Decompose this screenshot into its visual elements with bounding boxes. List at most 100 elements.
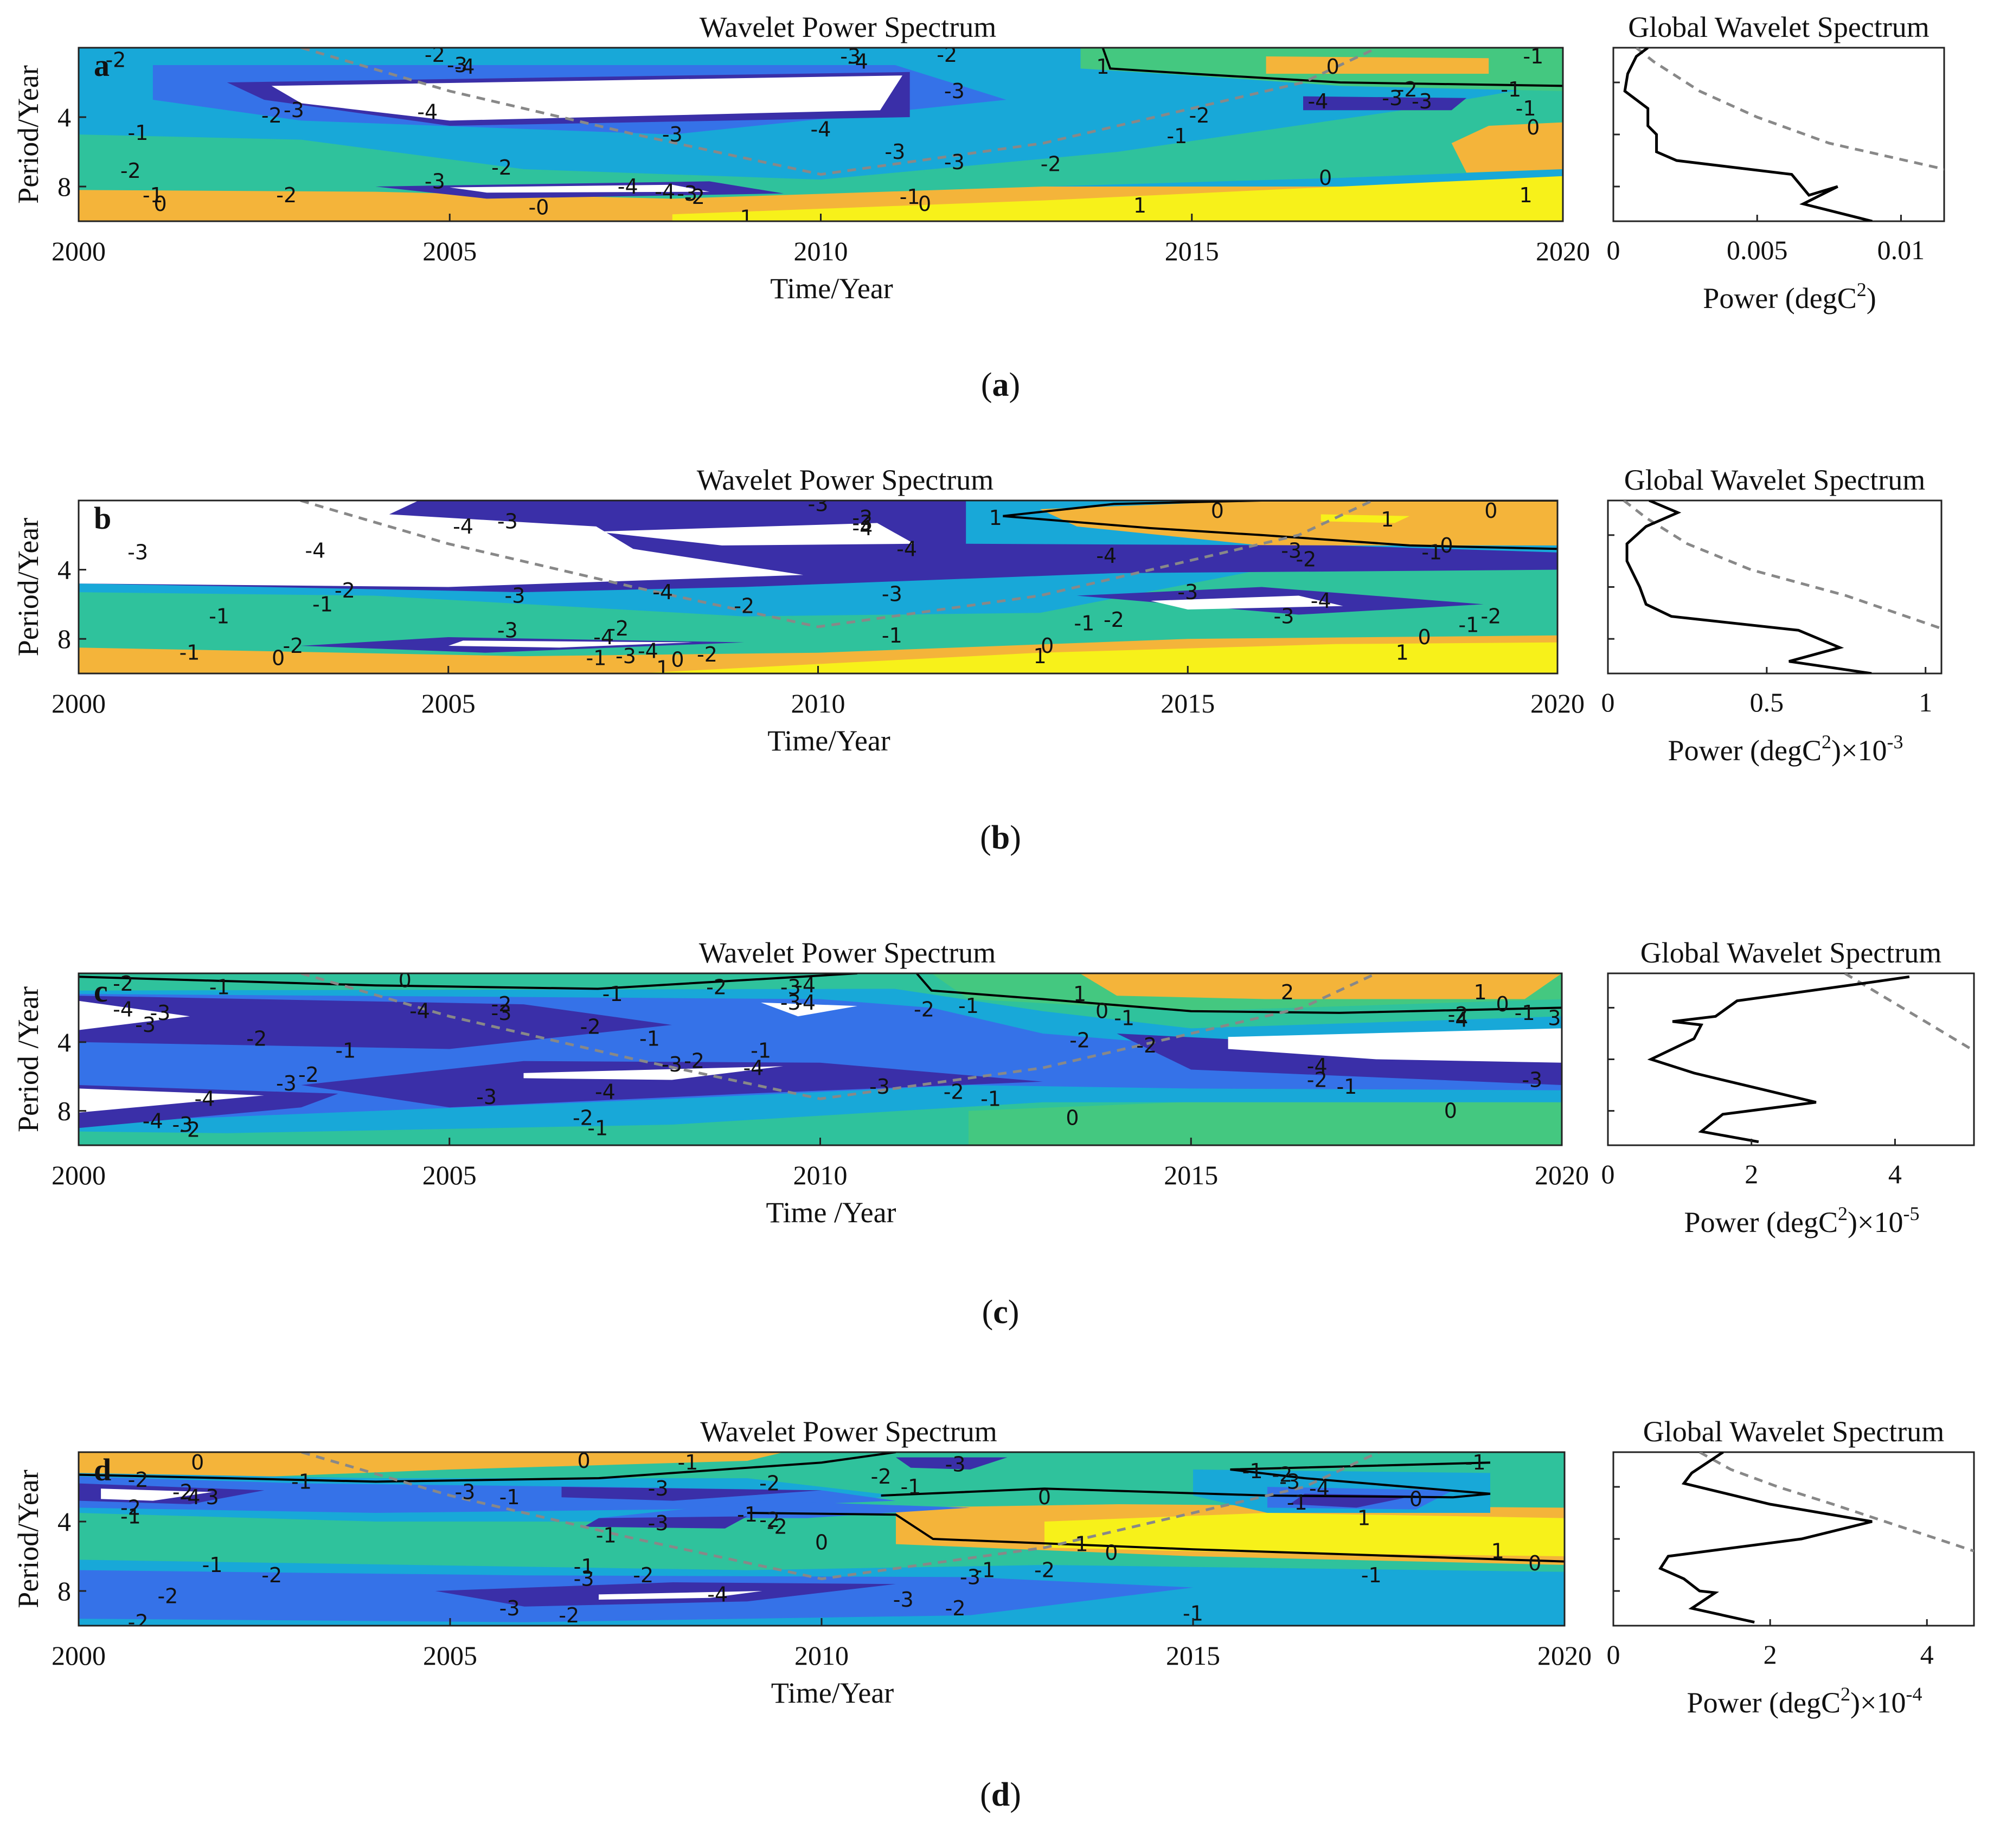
contour-label: -4 — [453, 515, 473, 538]
contour-label: 0 — [1095, 999, 1108, 1023]
contour-label: -3 — [616, 644, 636, 668]
panel-b: -3-2-3-4-4 -3 1 0 1 0-4 -4 -3-20-1-3 -4-2-1 -3 -4-… — [12, 464, 1943, 856]
power-region-band_m4 — [596, 523, 914, 546]
contour-label: -1 — [143, 183, 163, 207]
x-tick-label: 2000 — [52, 688, 106, 718]
contour-label: -2 — [1272, 1463, 1292, 1487]
contour-label: -1 — [975, 1558, 995, 1582]
contour-label: -4 — [593, 625, 614, 649]
x-tick-label: 2020 — [1530, 688, 1585, 718]
contour-label: -4 — [655, 180, 675, 204]
caption-close-paren: ) — [1009, 367, 1021, 403]
x-tick-label: 2015 — [1161, 688, 1215, 718]
contour-label: -3 — [497, 509, 518, 533]
contour-label: -3 — [945, 1452, 966, 1476]
contour-label: -3 — [648, 1511, 669, 1535]
gws-significance-line — [1623, 501, 1941, 630]
contour-label: -1 — [639, 1026, 660, 1050]
y-tick-label: 4 — [57, 555, 71, 585]
contour-label: -2 — [573, 1106, 593, 1130]
wps-plot-area: 0 0 -1 -3-2 -1-4 3-2-2-1-1 -3 -2 -2 -1 0-1 -2-3 -4-1… — [79, 1451, 1565, 1626]
power-region-band_3 — [672, 176, 1563, 221]
power-region-band_m2 — [599, 1500, 970, 1518]
contour-label: -1 — [1523, 44, 1543, 68]
contour-label: -3 — [1522, 1068, 1542, 1092]
gws-x-tick-label: 0.01 — [1877, 235, 1925, 265]
contour-label: -1 — [1465, 1451, 1486, 1474]
power-region-band_1 — [969, 1099, 1562, 1145]
contour-label: -1 — [202, 1553, 223, 1577]
contour-label: 0 — [1484, 499, 1497, 523]
contour-label: 1 — [740, 206, 753, 230]
contour-label: 0 — [1440, 534, 1453, 557]
contour-label: -3 — [882, 582, 902, 606]
cone-of-influence — [301, 1452, 1380, 1581]
panel-caption: (c) — [982, 1294, 1020, 1331]
contour-label: -2 — [1296, 547, 1316, 571]
contour-label: -3 — [1177, 580, 1198, 604]
contour-label: -1 — [128, 121, 149, 145]
contour-label: -1 — [1361, 1563, 1382, 1587]
contour-label: -0 — [529, 195, 549, 219]
wps-y-axis-label: Period /Year — [12, 986, 44, 1132]
contour-label: -2 — [937, 43, 957, 67]
contour-label: 0 — [1041, 634, 1054, 658]
contour-label: -1 — [499, 1485, 520, 1509]
gws-x-axis-label: Power (degC2)×10-5 — [1684, 1203, 1920, 1239]
contour-label: -2 — [1034, 1558, 1055, 1582]
gws-x-axis-label-part: ) — [1848, 1206, 1857, 1239]
contour-label: -3 — [944, 150, 965, 174]
power-region-band_m4 — [79, 501, 804, 587]
y-tick-label: 8 — [57, 171, 71, 202]
contour-label: 0 — [815, 1530, 828, 1554]
contour-label: -1 — [586, 646, 607, 670]
significance-contour — [79, 1452, 896, 1483]
gws-x-axis-label-part: 2 — [1838, 1203, 1848, 1224]
contour-label: -1 — [1515, 1001, 1535, 1025]
gws-title: Global Wavelet Spectrum — [1640, 936, 1942, 969]
power-region-band_2 — [1266, 56, 1489, 74]
gws-significance-line — [1698, 1452, 1974, 1552]
power-region-band_2 — [1080, 973, 1562, 999]
gws-power-line — [1647, 975, 1910, 1144]
wps-plot-area: -3-2-3-4-4 -3 1 0 1 0-4 -4 -3-20-1-3 -4-2-1 -3 -4-… — [79, 499, 1557, 673]
power-region-band_m4 — [523, 1066, 784, 1080]
contour-label: -1 — [335, 1039, 356, 1063]
wps-plot-area: -2 -2 -3-4 -3-4 -21 0 -1-3 -1-2 -3 -4 -2-4 -3-2-3 -1… — [79, 43, 1563, 230]
x-tick-label: 2000 — [52, 236, 106, 266]
panel-caption: (a) — [981, 367, 1020, 403]
contour-label: -2 — [105, 48, 126, 72]
contour-label: -3 — [1382, 86, 1402, 110]
contour-label: -4 — [409, 999, 430, 1023]
panel-c: -2 -1 0-1 -2 -3-4-3-4 -2 -11 2 10 -1 3-2-40 -1-2 -2-… — [12, 936, 1975, 1331]
contour-label: 1 — [1473, 980, 1486, 1004]
contour-label: -2 — [914, 998, 934, 1022]
contour-label: 0 — [1105, 1541, 1118, 1565]
contour-label: -1 — [1114, 1006, 1134, 1030]
gws-significance-line — [1844, 973, 1974, 1052]
contour-label: -1 — [596, 1524, 617, 1548]
contour-label: -3 — [944, 79, 965, 103]
x-tick-label: 2010 — [794, 1640, 849, 1671]
contour-label: 3 — [206, 1485, 219, 1509]
contour-label: 0 — [1409, 1487, 1422, 1511]
gws-significance-line — [1635, 48, 1944, 171]
gws-x-axis-label-part: 2 — [1822, 731, 1831, 753]
contour-label: -1 — [1458, 613, 1479, 637]
power-region-band_m2 — [79, 1476, 896, 1513]
caption-close-paren: ) — [1008, 1294, 1020, 1331]
gws-x-tick-label: 4 — [1888, 1159, 1902, 1189]
contour-label: 0 — [153, 192, 166, 216]
contour-label: 0 — [1418, 625, 1431, 649]
contour-label: -3 — [1281, 539, 1302, 563]
contour-label: -3 — [840, 44, 861, 68]
contour-label: -4 — [305, 539, 325, 563]
caption-open-paren: ( — [981, 367, 992, 403]
contour-label: -4 — [811, 117, 831, 141]
contour-label: -3 — [454, 1480, 475, 1504]
wps-x-axis-label: Time /Year — [766, 1196, 896, 1229]
contour-label: -4 — [1309, 1477, 1330, 1500]
cone-of-influence — [300, 501, 1374, 628]
contour-label: -1 — [209, 975, 230, 999]
contour-label: -2 — [706, 975, 727, 999]
